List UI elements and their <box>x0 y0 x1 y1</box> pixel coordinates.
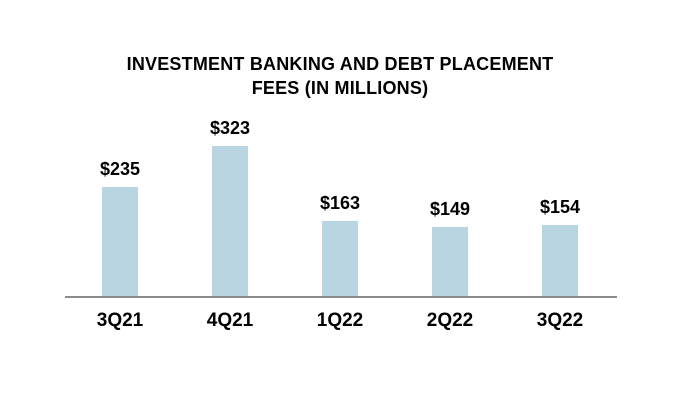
bar-3q21 <box>102 187 138 296</box>
category-label-4q21: 4Q21 <box>206 310 254 331</box>
category-label-2q22: 2Q22 <box>426 310 474 331</box>
bar-1q22 <box>322 221 358 296</box>
bar-3q22 <box>542 225 578 296</box>
bar-column-3q21: $235 <box>65 159 175 296</box>
category-labels-row: 3Q21 4Q21 1Q22 2Q22 3Q22 <box>65 310 615 332</box>
bar-4q21 <box>212 146 248 296</box>
chart-title: INVESTMENT BANKING AND DEBT PLACEMENT FE… <box>126 54 554 98</box>
category-label-1q22: 1Q22 <box>316 310 364 331</box>
plot-area: $235 $323 $163 $149 $154 3Q21 4Q21 1Q22 2Q22 3Q2… <box>65 114 617 332</box>
bar-column-1q22: $163 <box>285 193 395 296</box>
category-label-3q22: 3Q22 <box>536 310 584 331</box>
bars-row: $235 $323 $163 $149 $154 <box>65 114 615 296</box>
bar-column-4q21: $323 <box>175 118 285 296</box>
bar-value-label: $154 <box>539 197 581 217</box>
x-axis-line <box>65 296 617 298</box>
bar-column-2q22: $149 <box>395 199 505 296</box>
bar-value-label: $163 <box>319 193 361 213</box>
bar-2q22 <box>432 227 468 296</box>
bar-value-label: $149 <box>429 199 471 219</box>
bar-value-label: $235 <box>99 159 141 179</box>
bar-value-label: $323 <box>209 118 251 138</box>
bar-column-3q22: $154 <box>505 197 615 296</box>
category-label-3q21: 3Q21 <box>96 310 144 331</box>
